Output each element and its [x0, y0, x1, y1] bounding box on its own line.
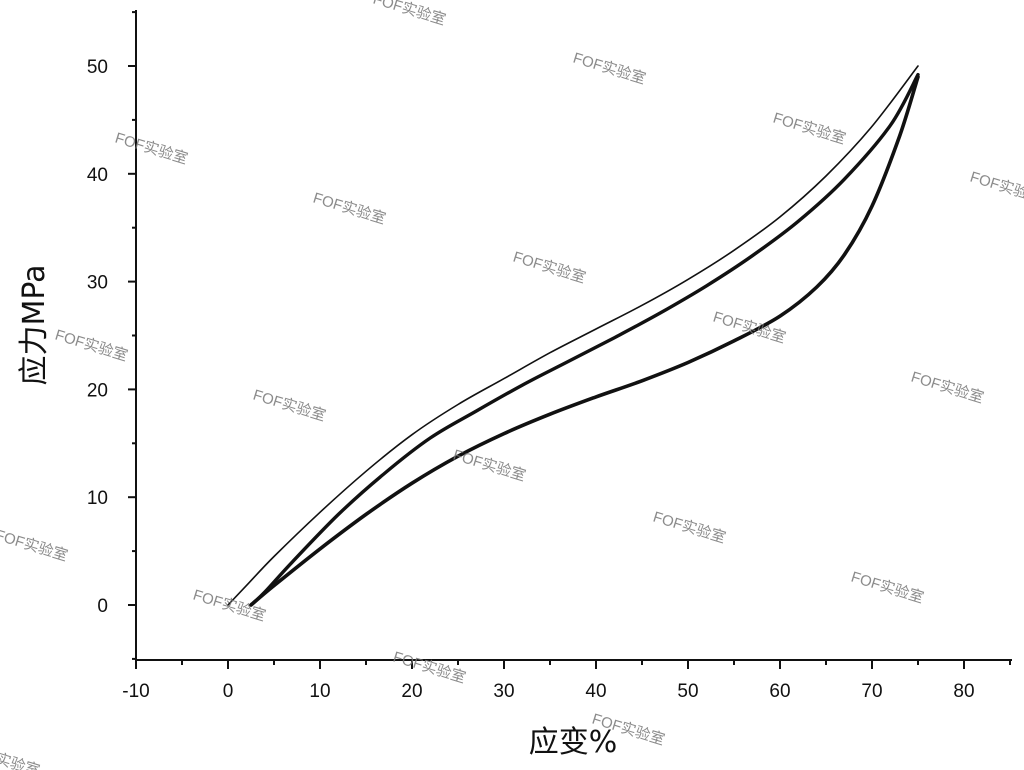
watermark-text: FOF实验室: [0, 527, 70, 565]
y-tick-label: 20: [87, 380, 108, 401]
x-tick-label: 30: [493, 681, 514, 702]
x-tick-label: 80: [953, 681, 974, 702]
watermark-text: FOF实验室: [849, 569, 926, 607]
watermark-text: FOF实验室: [571, 50, 648, 88]
watermark-text: FOF实验室: [909, 369, 986, 407]
series-line-3: [249, 75, 920, 607]
series-line-2: [249, 72, 920, 607]
watermark-text: FOF实验室: [191, 587, 268, 625]
x-tick-label: 50: [677, 681, 698, 702]
x-tick-label: 40: [585, 681, 606, 702]
y-tick-label: 10: [87, 488, 108, 509]
x-axis-title: 应变%: [529, 725, 618, 760]
watermark-text: FOF实验室: [511, 249, 588, 287]
curves: [227, 65, 920, 607]
y-tick-label: 50: [87, 57, 108, 78]
watermark-text: FOF实验室: [711, 309, 788, 347]
x-tick-label: 20: [401, 681, 422, 702]
watermark-text: FOF实验室: [371, 0, 448, 29]
x-tick-label: 10: [309, 681, 330, 702]
x-tick-label: 0: [223, 681, 234, 702]
series-line-1: [227, 65, 919, 606]
watermark-text: FOF实验室: [251, 387, 328, 425]
y-tick-label: 40: [87, 165, 108, 186]
watermark-text: FOF实验室: [651, 509, 728, 547]
x-tick-label: 60: [769, 681, 790, 702]
watermark-text: FOF实验室: [968, 169, 1024, 207]
axes: 0 10 20 30 40 50 -10 0 10 20 30 40 50 60 70 80: [87, 10, 1012, 702]
watermark-text: FOF实验室: [113, 130, 190, 168]
y-tick-label: 30: [87, 273, 108, 294]
y-tick-label: 0: [97, 596, 108, 617]
x-tick-label: -10: [122, 681, 149, 702]
y-axis-title: 应力MPa: [17, 264, 52, 385]
watermark-text: FOF实验室: [0, 742, 42, 770]
watermark-text: FOF实验室: [771, 110, 848, 148]
watermark-text: FOF实验室: [53, 327, 130, 365]
watermark-text: FOF实验室: [311, 190, 388, 228]
axis-labels: 应变% 应力MPa: [17, 264, 617, 760]
x-tick-label: 70: [861, 681, 882, 702]
